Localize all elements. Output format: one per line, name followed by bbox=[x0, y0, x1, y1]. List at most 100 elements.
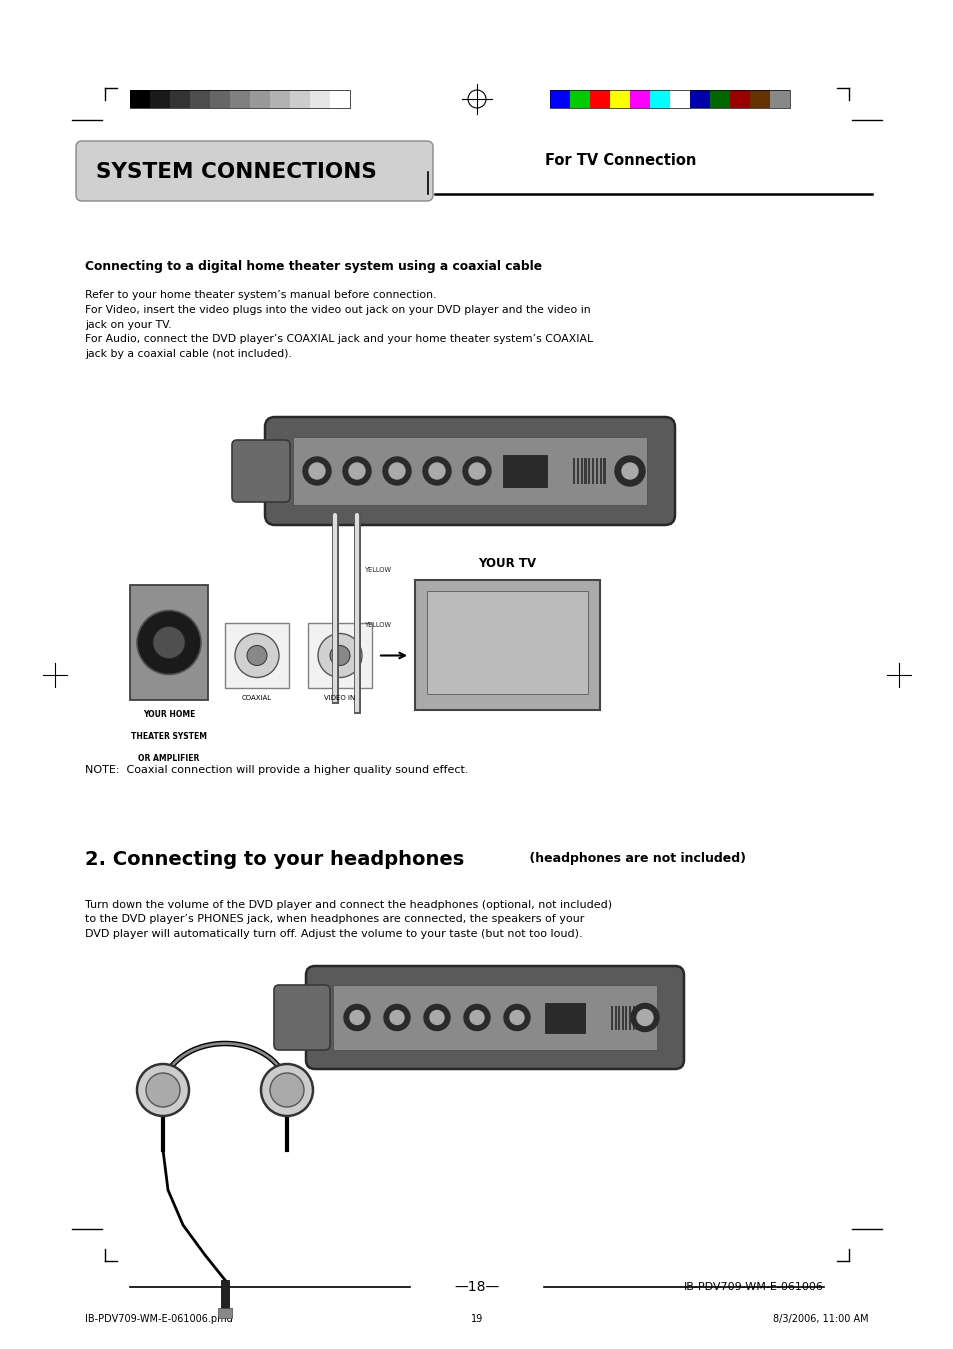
Circle shape bbox=[469, 463, 484, 479]
Circle shape bbox=[423, 1005, 450, 1031]
Bar bbox=[270, 90, 290, 108]
Bar bbox=[689, 90, 709, 108]
Circle shape bbox=[137, 1064, 189, 1116]
Bar bbox=[502, 455, 546, 487]
Text: 2. Connecting to your headphones: 2. Connecting to your headphones bbox=[85, 850, 464, 869]
Text: YOUR HOME: YOUR HOME bbox=[143, 710, 195, 719]
Bar bbox=[218, 1309, 232, 1318]
Circle shape bbox=[621, 463, 638, 479]
Circle shape bbox=[303, 457, 331, 486]
Bar bbox=[625, 1005, 627, 1029]
Bar bbox=[569, 90, 589, 108]
Text: OR AMPLIFIER: OR AMPLIFIER bbox=[138, 754, 199, 764]
Bar bbox=[609, 90, 629, 108]
Text: 8/3/2006, 11:00 AM: 8/3/2006, 11:00 AM bbox=[773, 1314, 868, 1323]
Circle shape bbox=[462, 457, 491, 486]
Bar bbox=[636, 1005, 638, 1029]
Bar bbox=[308, 623, 372, 688]
Circle shape bbox=[382, 457, 411, 486]
Bar bbox=[170, 90, 190, 108]
FancyBboxPatch shape bbox=[232, 440, 290, 502]
Text: —18—: —18— bbox=[454, 1280, 499, 1294]
Bar bbox=[584, 459, 586, 484]
Bar bbox=[588, 459, 590, 484]
Circle shape bbox=[330, 646, 350, 665]
Circle shape bbox=[349, 463, 365, 479]
Text: YELLOW: YELLOW bbox=[365, 567, 392, 573]
Circle shape bbox=[470, 1010, 483, 1024]
Text: Refer to your home theater system’s manual before connection.
For Video, insert : Refer to your home theater system’s manu… bbox=[85, 290, 593, 359]
Text: SYSTEM CONNECTIONS: SYSTEM CONNECTIONS bbox=[96, 162, 376, 182]
Circle shape bbox=[390, 1010, 403, 1024]
Bar bbox=[330, 90, 350, 108]
Text: NOTE:  Coaxial connection will provide a higher quality sound effect.: NOTE: Coaxial connection will provide a … bbox=[85, 765, 468, 774]
Bar bbox=[250, 90, 270, 108]
Bar bbox=[589, 90, 609, 108]
Circle shape bbox=[350, 1010, 364, 1024]
Text: YOUR TV: YOUR TV bbox=[478, 557, 536, 571]
Text: IB-PDV709-WM-E-061006.pmd: IB-PDV709-WM-E-061006.pmd bbox=[85, 1314, 233, 1323]
Circle shape bbox=[309, 463, 325, 479]
Bar bbox=[621, 1005, 623, 1029]
Bar bbox=[729, 90, 749, 108]
FancyBboxPatch shape bbox=[306, 966, 683, 1068]
Bar bbox=[225, 623, 289, 688]
Text: THEATER SYSTEM: THEATER SYSTEM bbox=[131, 733, 207, 741]
Circle shape bbox=[343, 457, 371, 486]
Bar bbox=[592, 459, 594, 484]
FancyBboxPatch shape bbox=[265, 417, 675, 525]
Circle shape bbox=[510, 1010, 523, 1024]
Bar bbox=[333, 985, 657, 1050]
Circle shape bbox=[389, 463, 405, 479]
Bar bbox=[550, 90, 569, 108]
FancyBboxPatch shape bbox=[76, 142, 433, 201]
Circle shape bbox=[152, 626, 185, 658]
Text: Turn down the volume of the DVD player and connect the headphones (optional, not: Turn down the volume of the DVD player a… bbox=[85, 900, 612, 939]
Bar bbox=[130, 90, 150, 108]
Bar bbox=[769, 90, 789, 108]
Text: Connecting to a digital home theater system using a coaxial cable: Connecting to a digital home theater sys… bbox=[85, 260, 541, 272]
Bar bbox=[632, 1005, 634, 1029]
Bar bbox=[602, 459, 605, 484]
Circle shape bbox=[247, 646, 267, 665]
Text: (headphones are not included): (headphones are not included) bbox=[524, 853, 745, 865]
Bar bbox=[230, 90, 250, 108]
Circle shape bbox=[137, 611, 201, 674]
Circle shape bbox=[503, 1005, 530, 1031]
Bar bbox=[210, 90, 230, 108]
Bar bbox=[614, 1005, 616, 1029]
Circle shape bbox=[430, 1010, 443, 1024]
Text: IB-PDV709-WM-E-061006: IB-PDV709-WM-E-061006 bbox=[683, 1282, 823, 1292]
Circle shape bbox=[463, 1005, 490, 1031]
Bar bbox=[577, 459, 578, 484]
Circle shape bbox=[344, 1005, 370, 1031]
Circle shape bbox=[615, 456, 644, 486]
Bar bbox=[669, 90, 689, 108]
Bar bbox=[580, 459, 582, 484]
Text: For TV Connection: For TV Connection bbox=[544, 152, 696, 167]
Bar bbox=[629, 90, 649, 108]
Bar bbox=[649, 90, 669, 108]
Circle shape bbox=[146, 1072, 180, 1108]
Bar bbox=[130, 585, 208, 700]
Text: 19: 19 bbox=[471, 1314, 482, 1323]
Bar bbox=[290, 90, 310, 108]
Bar bbox=[310, 90, 330, 108]
Bar bbox=[573, 459, 575, 484]
Circle shape bbox=[384, 1005, 410, 1031]
Text: COAXIAL: COAXIAL bbox=[242, 695, 272, 701]
Bar bbox=[415, 580, 599, 710]
Circle shape bbox=[422, 457, 451, 486]
Circle shape bbox=[234, 634, 278, 677]
Bar bbox=[190, 90, 210, 108]
Circle shape bbox=[270, 1072, 304, 1108]
Bar bbox=[550, 90, 789, 108]
Circle shape bbox=[429, 463, 444, 479]
Circle shape bbox=[261, 1064, 313, 1116]
Bar bbox=[618, 1005, 619, 1029]
Circle shape bbox=[630, 1004, 659, 1032]
Bar bbox=[427, 591, 587, 693]
Text: VIDEO IN: VIDEO IN bbox=[324, 695, 355, 701]
Circle shape bbox=[317, 634, 361, 677]
Bar bbox=[599, 459, 601, 484]
